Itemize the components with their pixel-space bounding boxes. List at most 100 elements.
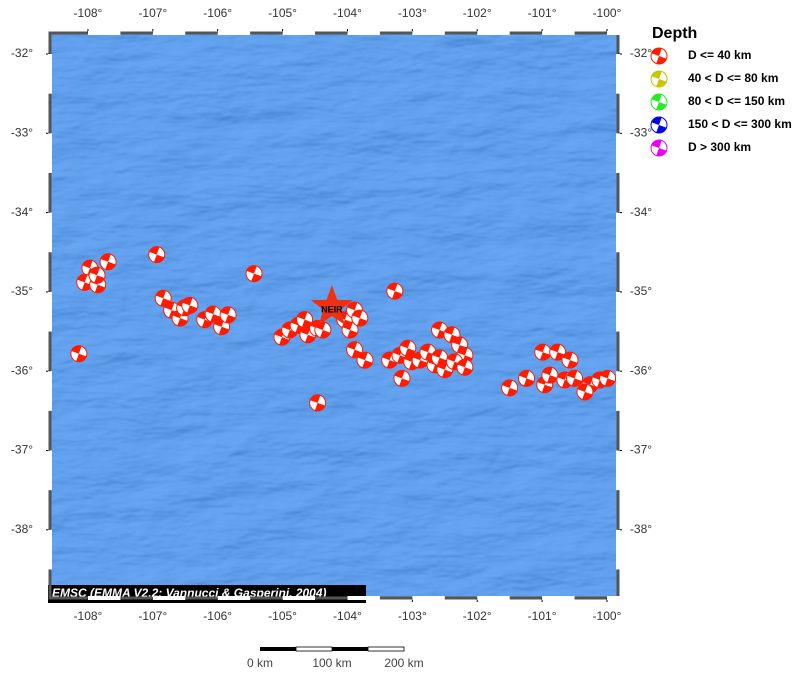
ball-wedge [567, 370, 578, 379]
scale-label: 200 km [384, 656, 423, 670]
ball-wedge [523, 378, 535, 387]
ball-wedge [656, 56, 667, 64]
focal-mechanism [219, 306, 237, 324]
ball-wedge [305, 334, 316, 343]
focal-mechanism [386, 282, 404, 300]
lat-label: -34° [11, 205, 33, 219]
ball-wedge [557, 371, 568, 380]
lon-label: -108° [74, 609, 103, 623]
ball-wedge [562, 352, 573, 361]
ball-wedge [310, 394, 321, 403]
focal-mechanism [650, 139, 668, 157]
scale-label: 100 km [312, 656, 351, 670]
ball-wedge [342, 321, 353, 330]
frame-seg [412, 596, 445, 600]
ball-wedge [105, 261, 116, 270]
ball-wedge [164, 302, 175, 311]
focal-mechanism [356, 351, 374, 369]
frame-seg [152, 31, 186, 35]
frame-seg [616, 291, 620, 332]
lat-label: -33° [630, 125, 652, 139]
ball-wedge [432, 349, 443, 358]
ball-wedge [347, 302, 358, 311]
ball-wedge [542, 367, 553, 376]
ball-wedge [320, 329, 331, 338]
ball-wedge [651, 94, 662, 102]
ball-wedge [550, 344, 561, 353]
frame-seg [48, 529, 52, 570]
lon-label: -105° [268, 6, 297, 20]
ball-wedge [571, 378, 583, 387]
ball-wedge [357, 318, 368, 327]
lat-label: -35° [630, 284, 652, 298]
lon-label: -101° [528, 6, 557, 20]
ball-wedge [357, 352, 368, 361]
ball-wedge [182, 297, 193, 306]
ball-wedge [220, 306, 231, 315]
frame-seg [542, 31, 575, 35]
focal-mechanism [299, 326, 317, 344]
ball-wedge [651, 48, 662, 56]
frame-seg [282, 596, 316, 600]
ball-wedge [651, 140, 662, 148]
legend-label: D <= 40 km [688, 48, 751, 62]
frame-seg [616, 450, 620, 491]
ball-wedge [656, 148, 667, 156]
ball-wedge [77, 274, 88, 283]
focal-mechanism [341, 321, 359, 339]
frame-seg [347, 31, 380, 35]
focal-mechanism [154, 289, 172, 307]
ball-wedge [442, 369, 453, 378]
station-label: NEIR [321, 304, 343, 314]
lon-label: -108° [74, 6, 103, 20]
ball-wedge [437, 361, 448, 370]
frame-seg [217, 596, 251, 600]
ball-wedge [457, 347, 468, 356]
focal-mechanism [314, 321, 332, 339]
ball-wedge [94, 284, 106, 293]
ball-wedge [352, 310, 363, 319]
frame-seg [152, 596, 186, 600]
focal-mechanism [309, 394, 327, 412]
ball-wedge [82, 260, 93, 269]
lat-label: -33° [11, 125, 33, 139]
scale-seg [332, 647, 368, 651]
focal-mechanism [245, 265, 263, 283]
frame-seg [616, 212, 620, 253]
frame-seg [412, 31, 445, 35]
ball-wedge [444, 326, 455, 335]
legend-label: D > 300 km [688, 140, 751, 154]
ball-wedge [540, 352, 551, 361]
ball-wedge [582, 391, 593, 400]
legend-title: Depth [652, 25, 697, 42]
frame-seg [606, 31, 640, 35]
ball-wedge [457, 359, 468, 368]
ball-wedge [462, 367, 473, 376]
ball-wedge [399, 378, 410, 387]
lat-label: -36° [630, 363, 652, 377]
focal-mechanism [351, 309, 369, 327]
legend-label: 150 < D <= 300 km [688, 117, 792, 131]
ball-wedge [656, 125, 667, 133]
ball-wedge [225, 314, 236, 323]
frame-seg [616, 529, 620, 570]
lat-label: -37° [630, 443, 652, 457]
ball-wedge [394, 370, 405, 379]
lat-label: -32° [11, 46, 33, 60]
ball-wedge [362, 360, 373, 369]
ball-wedge [71, 345, 82, 354]
lat-label: -32° [630, 46, 652, 60]
frame-seg [616, 133, 620, 173]
focal-mechanism [650, 70, 668, 88]
focal-mechanism [650, 116, 668, 134]
ball-wedge [432, 321, 443, 330]
frame-seg [477, 31, 510, 35]
focal-mechanism [181, 296, 199, 314]
ball-wedge [246, 265, 257, 274]
ball-wedge [506, 387, 518, 396]
focal-mechanism [561, 351, 579, 369]
ball-wedge [177, 318, 188, 327]
ball-wedge [567, 360, 578, 369]
ball-wedge [187, 305, 198, 314]
lon-label: -106° [203, 6, 232, 20]
